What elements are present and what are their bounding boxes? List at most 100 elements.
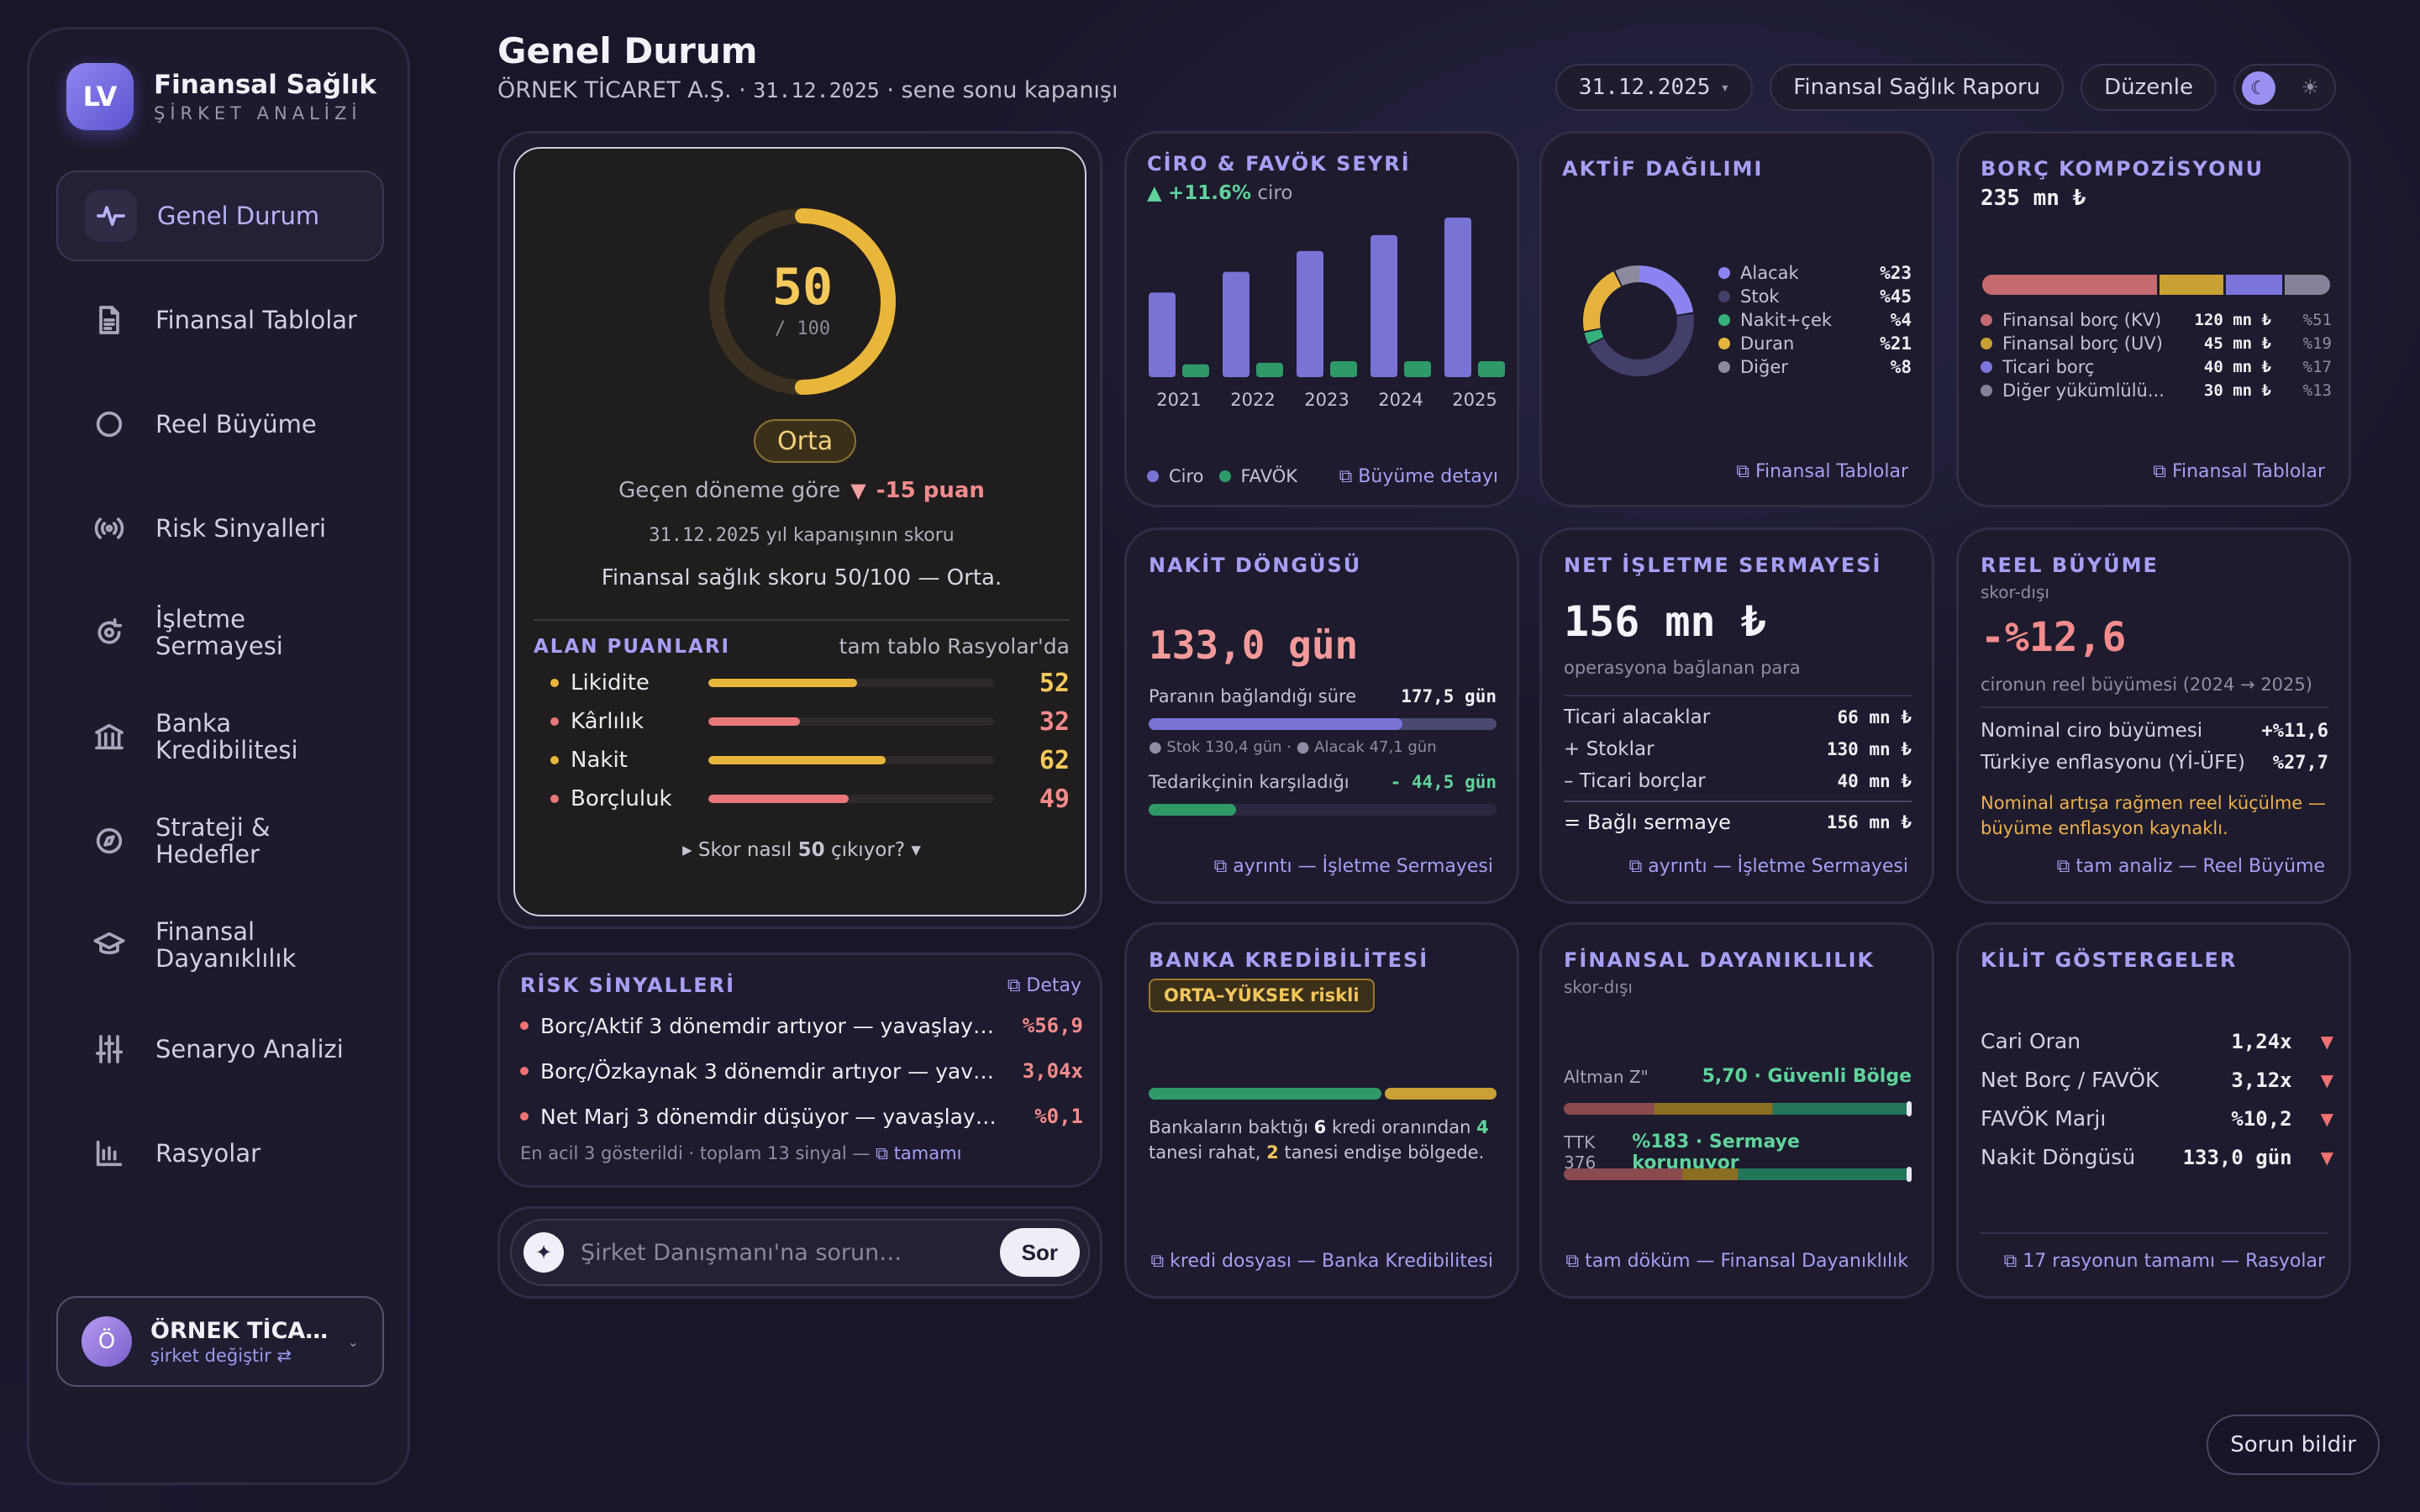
advisor-question-input[interactable] (581, 1239, 1000, 1266)
report-button[interactable]: Finansal Sağlık Raporu (1770, 64, 2065, 111)
sidebar-item-isletme-sermayesi[interactable]: İşletme Sermayesi (56, 587, 384, 678)
down-arrow-icon: ▼ (2320, 1147, 2333, 1168)
tied-row: Paranın bağlandığı süre 177,5 gün (1149, 686, 1497, 706)
resilience-link[interactable]: ⧉ tam döküm — Finansal Dayanıklılık (1565, 1251, 1908, 1272)
legend-label: FAVÖK (1240, 466, 1298, 486)
score-change: Geçen döneme göre ▼ -15 puan (515, 478, 1088, 503)
indicator-value: 1,24x (2231, 1029, 2292, 1053)
risk-item[interactable]: Borç/Özkaynak 3 dönemdir artıyor — yavaş… (520, 1054, 1083, 1088)
nis-row-label: – Ticari borçlar (1564, 770, 1706, 792)
down-arrow-icon: ▼ (2320, 1069, 2333, 1090)
sparkle-icon: ✦ (523, 1232, 564, 1273)
company-name: ÖRNEK TİCARET A.Ş. (150, 1317, 344, 1344)
nis-title: NET İŞLETME SERMAYESİ (1564, 554, 1882, 577)
donut-slice-Duran (1583, 265, 1694, 376)
legend-label: Alacak (1740, 263, 1799, 283)
supplier-value: - 44,5 gün (1390, 772, 1497, 792)
legend-label: Nakit+çek (1740, 310, 1833, 330)
working-capital-link[interactable]: ⧉ ayrıntı — İşletme Sermayesi (1213, 856, 1493, 877)
report-issue-button[interactable]: Sorun bildir (2207, 1415, 2380, 1475)
risk-footer: En acil 3 gösterildi · toplam 13 sinyal … (520, 1143, 961, 1164)
debt-composition-card: BORÇ KOMPOZİSYONU 235 mn ₺ Finansal borç… (1956, 131, 2351, 507)
chevron-icon: ⌄ (347, 1333, 359, 1350)
sidebar-item-rasyolar[interactable]: Rasyolar (56, 1108, 384, 1199)
nis-row-value: 66 mn ₺ (1837, 707, 1912, 727)
supplier-label: Tedarikçinin karşıladığı (1149, 772, 1349, 792)
area-bar-fill (708, 756, 886, 764)
broadcast-icon (83, 502, 135, 554)
theme-toggle[interactable]: ☾ ☀ (2233, 64, 2336, 111)
growth-detail-link[interactable]: ⧉ Büyüme detayı (1339, 466, 1498, 487)
sidebar-item-strateji-hedefler[interactable]: Strateji & Hedefler (56, 795, 384, 886)
kilit-title: KİLİT GÖSTERGELER (1981, 948, 2238, 972)
credit-file-link[interactable]: ⧉ kredi dosyası — Banka Kredibilitesi (1150, 1251, 1493, 1272)
altman-row: Altman Z" 5,70 · Güvenli Bölge (1564, 1066, 1912, 1087)
net-working-capital-card: NET İŞLETME SERMAYESİ 156 mn ₺ operasyon… (1539, 528, 1934, 904)
risk-detail-link[interactable]: ⧉ Detay (1007, 975, 1081, 996)
legend-pct: %19 (2302, 334, 2332, 353)
sidebar-item-label: Strateji & Hedefler (155, 813, 271, 869)
indicator-value: 133,0 gün (2182, 1145, 2292, 1169)
legend-label: Ticari borç (2002, 357, 2095, 377)
score-explain-toggle[interactable]: ▸ Skor nasıl 50 çıkıyor? ▾ (515, 839, 1088, 861)
key-indicators-card: KİLİT GÖSTERGELER Cari Oran 1,24x ▼ Net Bo… (1956, 922, 2351, 1299)
legend-label: Finansal borç (UV) (2002, 333, 2163, 354)
risk-level-badge: ORTA–YÜKSEK riskli (1149, 979, 1375, 1012)
legend-label: Duran (1740, 333, 1795, 354)
credit-bar-yellow (1385, 1088, 1497, 1100)
date-select[interactable]: 31.12.2025 ▾ (1555, 64, 1754, 111)
reel-warning: Nominal artışa rağmen reel küçülme — büy… (1981, 793, 2326, 838)
bar-favok-2023 (1330, 361, 1357, 377)
legend-dot (1218, 470, 1231, 482)
area-value: 49 (1039, 784, 1070, 814)
legend-value: %21 (1880, 333, 1912, 354)
sidebar-item-banka-kredibilitesi[interactable]: Banka Kredibilitesi (56, 691, 384, 782)
ttk-marker (1907, 1167, 1912, 1182)
areas-note[interactable]: tam tablo Rasyolar'da (839, 634, 1070, 659)
down-arrow-icon: ▼ (850, 479, 866, 502)
credit-text: tanesi endişe bölgede. (1278, 1142, 1485, 1163)
financial-tables-link[interactable]: ⧉ Finansal Tablolar (1736, 461, 1908, 482)
score-value: 50 (771, 258, 834, 317)
ciro-growth-label: ciro (1251, 182, 1293, 204)
ask-button[interactable]: Sor (999, 1228, 1080, 1277)
bar-ciro-2021 (1149, 292, 1176, 377)
asset-donut-chart (1583, 265, 1694, 376)
area-name: Likidite (571, 670, 650, 696)
sidebar-item-finansal-tablolar[interactable]: Finansal Tablolar (56, 275, 384, 365)
sidebar-item-finansal-dayaniklilik[interactable]: Finansal Dayanıklılık (56, 900, 384, 990)
nis-row-value: 130 mn ₺ (1826, 739, 1912, 759)
risk-text: Net Marj 3 dönemdir düşüyor — yavaşlayar… (540, 1104, 1001, 1129)
sidebar-item-genel-durum[interactable]: Genel Durum (56, 171, 384, 261)
score-gauge-arc (709, 208, 896, 395)
legend-dot (1147, 470, 1159, 482)
banka-title: BANKA KREDİBİLİTESİ (1149, 948, 1429, 972)
nis-row-label: + Stoklar (1564, 738, 1655, 760)
company-switcher[interactable]: Ö ÖRNEK TİCARET A.Ş. şirket değiştir ⇄ ⌄ (56, 1296, 384, 1387)
real-growth-link[interactable]: ⧉ tam analiz — Reel Büyüme (2056, 856, 2325, 877)
financial-tables-link[interactable]: ⧉ Finansal Tablolar (2153, 461, 2325, 482)
area-value: 32 (1039, 706, 1070, 737)
sidebar-item-reel-buyume[interactable]: Reel Büyüme (56, 379, 384, 470)
supplier-row: Tedarikçinin karşıladığı - 44,5 gün (1149, 772, 1497, 792)
indicator-row: FAVÖK Marjı %10,2 ▼ (1981, 1106, 2333, 1131)
ciro-growth: ▲ +11.6% ciro (1147, 182, 1292, 204)
legend-dot (1718, 314, 1730, 326)
risk-item[interactable]: Borç/Aktif 3 dönemdir artıyor — yavaşlay… (520, 1009, 1083, 1042)
risk-title: RİSK SİNYALLERİ (520, 974, 735, 997)
area-bar-fill (708, 679, 857, 687)
area-name: Kârlılık (571, 709, 644, 734)
risk-item[interactable]: Net Marj 3 dönemdir düşüyor — yavaşlayar… (520, 1100, 1083, 1133)
sidebar-item-risk-sinyalleri[interactable]: Risk Sinyalleri (56, 483, 384, 574)
tick-label-2021: 2021 (1156, 390, 1201, 410)
area-name: Borçluluk (571, 786, 672, 811)
working-capital-link[interactable]: ⧉ ayrıntı — İşletme Sermayesi (1628, 856, 1908, 877)
all-ratios-link[interactable]: ⧉ 17 rasyonun tamamı — Rasyolar (2003, 1251, 2325, 1272)
nis-total-value: 156 mn ₺ (1826, 812, 1912, 832)
risk-all-link[interactable]: ⧉ tamamı (876, 1143, 962, 1163)
sidebar-item-senaryo-analizi[interactable]: Senaryo Analizi (56, 1004, 384, 1095)
score-gauge (709, 208, 896, 395)
tied-value: 177,5 gün (1401, 686, 1497, 706)
avatar: Ö (82, 1316, 132, 1367)
edit-button[interactable]: Düzenle (2081, 64, 2217, 111)
